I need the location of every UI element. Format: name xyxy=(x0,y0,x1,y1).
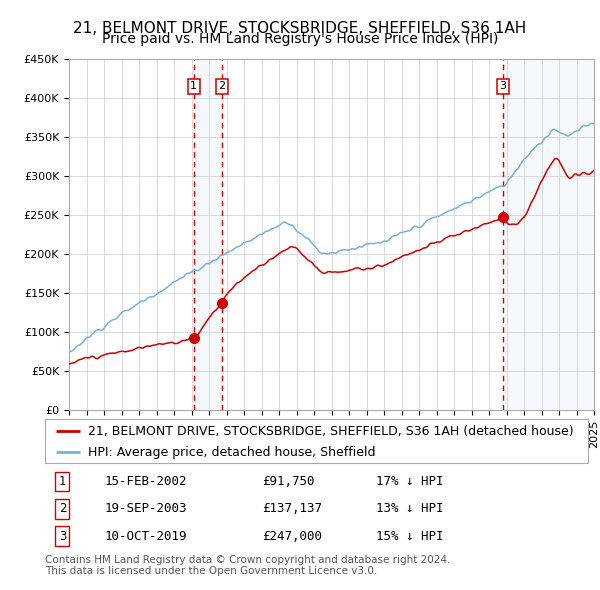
Text: HPI: Average price, detached house, Sheffield: HPI: Average price, detached house, Shef… xyxy=(88,445,376,458)
Text: 15-FEB-2002: 15-FEB-2002 xyxy=(105,475,187,488)
Text: Contains HM Land Registry data © Crown copyright and database right 2024.
This d: Contains HM Land Registry data © Crown c… xyxy=(45,555,451,576)
Text: 1: 1 xyxy=(190,81,197,91)
Text: 2: 2 xyxy=(218,81,225,91)
Text: £137,137: £137,137 xyxy=(262,502,322,516)
Text: Price paid vs. HM Land Registry's House Price Index (HPI): Price paid vs. HM Land Registry's House … xyxy=(102,32,498,47)
Text: 21, BELMONT DRIVE, STOCKSBRIDGE, SHEFFIELD, S36 1AH: 21, BELMONT DRIVE, STOCKSBRIDGE, SHEFFIE… xyxy=(73,21,527,35)
Text: 19-SEP-2003: 19-SEP-2003 xyxy=(105,502,187,516)
Text: £91,750: £91,750 xyxy=(262,475,315,488)
Bar xyxy=(194,59,221,410)
Text: 15% ↓ HPI: 15% ↓ HPI xyxy=(376,530,444,543)
Text: 13% ↓ HPI: 13% ↓ HPI xyxy=(376,502,444,516)
Bar xyxy=(503,59,594,410)
Text: 3: 3 xyxy=(499,81,506,91)
Text: 21, BELMONT DRIVE, STOCKSBRIDGE, SHEFFIELD, S36 1AH (detached house): 21, BELMONT DRIVE, STOCKSBRIDGE, SHEFFIE… xyxy=(88,425,574,438)
Text: 2: 2 xyxy=(59,502,66,516)
Text: 10-OCT-2019: 10-OCT-2019 xyxy=(105,530,187,543)
Text: 17% ↓ HPI: 17% ↓ HPI xyxy=(376,475,444,488)
Text: 3: 3 xyxy=(59,530,66,543)
Text: £247,000: £247,000 xyxy=(262,530,322,543)
Text: 1: 1 xyxy=(59,475,66,488)
